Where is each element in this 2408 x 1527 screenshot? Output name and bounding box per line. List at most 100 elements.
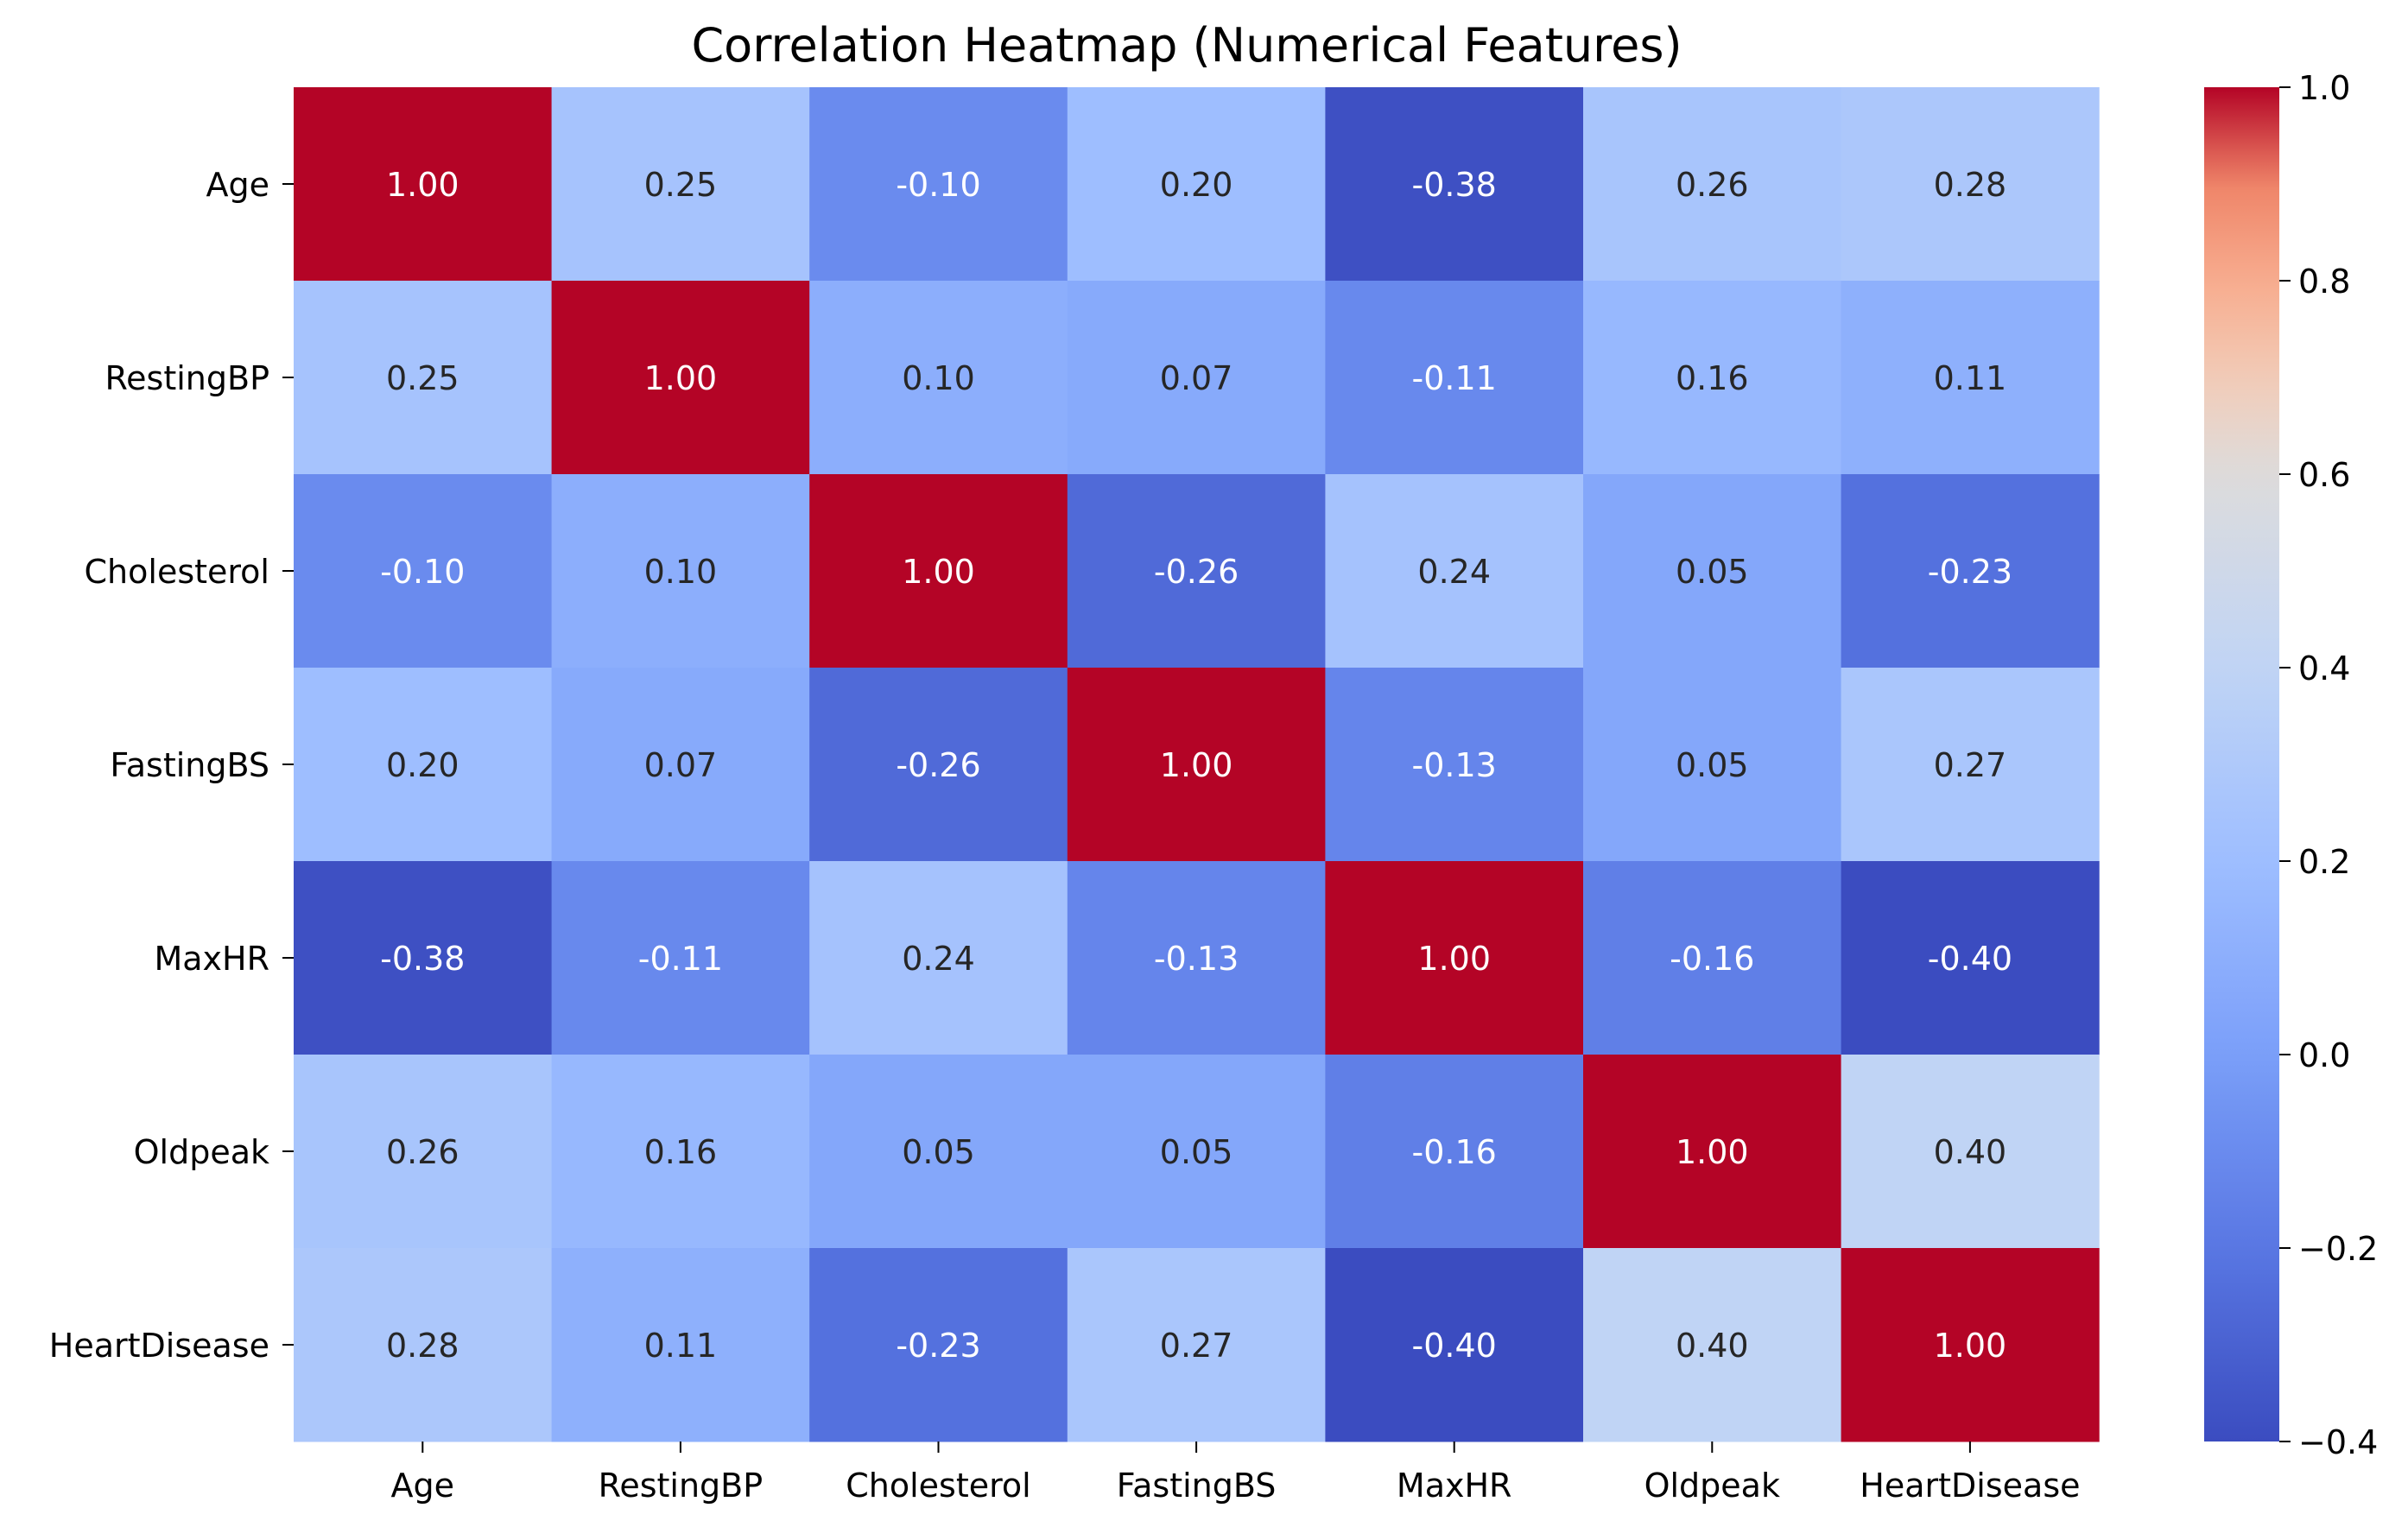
heatmap-cell	[1583, 861, 1842, 1055]
heatmap-cell	[809, 87, 1068, 282]
heatmap-cell	[294, 1055, 553, 1249]
heatmap-cell-value: 0.16	[644, 1133, 718, 1171]
heatmap-cell	[1841, 87, 2100, 282]
heatmap-cell	[1841, 1248, 2100, 1442]
heatmap-cell-value: -0.10	[896, 166, 980, 204]
x-tick-label: Cholesterol	[846, 1467, 1030, 1505]
heatmap-cell	[809, 668, 1068, 862]
heatmap-cell	[809, 474, 1068, 668]
heatmap-cell-value: 0.26	[386, 1133, 459, 1171]
heatmap-cell-value: -0.16	[1670, 940, 1754, 978]
heatmap-cell-value: -0.38	[380, 940, 465, 978]
heatmap-cell-value: 0.11	[644, 1327, 718, 1365]
heatmap-cell-value: 0.20	[386, 746, 459, 784]
heatmap-cell-value: 0.11	[1934, 359, 2007, 397]
heatmap-cell-value: 0.25	[386, 359, 459, 397]
heatmap-cell-value: 0.07	[644, 746, 718, 784]
heatmap-cell	[294, 861, 553, 1055]
heatmap-cell-value: -0.26	[896, 746, 980, 784]
heatmap-cell-value: 0.27	[1160, 1327, 1233, 1365]
y-tick-label: Cholesterol	[85, 553, 269, 591]
heatmap-cell	[1325, 861, 1584, 1055]
heatmap-cell	[1067, 861, 1326, 1055]
heatmap-cell-value: 1.00	[1676, 1133, 1749, 1171]
heatmap-cell-value: -0.26	[1154, 553, 1239, 591]
heatmap-cell	[809, 861, 1068, 1055]
y-tick-label: Age	[206, 166, 270, 204]
chart-title: Correlation Heatmap (Numerical Features)	[691, 18, 1682, 73]
heatmap-cell-value: -0.10	[380, 553, 465, 591]
heatmap-cell-value: -0.11	[638, 940, 723, 978]
heatmap-cell	[551, 1248, 810, 1442]
y-tick-label: Oldpeak	[134, 1133, 269, 1171]
heatmap-cell	[1583, 87, 1842, 282]
heatmap-cell	[294, 1248, 553, 1442]
heatmap-cell	[551, 668, 810, 862]
heatmap-cell	[294, 668, 553, 862]
heatmap-cell-value: -0.23	[896, 1327, 980, 1365]
colorbar-tick-label: −0.2	[2298, 1230, 2378, 1268]
heatmap-cell-value: 0.28	[1934, 166, 2007, 204]
heatmap-cell	[1841, 668, 2100, 862]
heatmap-cell-value: 0.05	[1676, 553, 1749, 591]
heatmap-cell-value: 0.07	[1160, 359, 1233, 397]
heatmap-cell	[1067, 1055, 1326, 1249]
x-tick-label: Oldpeak	[1644, 1467, 1780, 1505]
heatmap-cell	[1325, 1055, 1584, 1249]
heatmap-cell	[551, 1055, 810, 1249]
heatmap-cell	[809, 1248, 1068, 1442]
colorbar-gradient	[2204, 87, 2279, 1441]
heatmap-cell-labels: 1.00 0.25 -0.10 0.20 -0.38 0.26 0.28 0.25 1.00 0.…	[380, 166, 2012, 1365]
heatmap-cell	[294, 281, 553, 475]
y-tick-label: MaxHR	[154, 940, 269, 978]
heatmap-cell-value: 0.24	[902, 940, 975, 978]
heatmap-cell	[1841, 861, 2100, 1055]
heatmap-cell	[1583, 668, 1842, 862]
heatmap-cell	[551, 281, 810, 475]
heatmap-cell-value: 0.05	[902, 1133, 975, 1171]
heatmap-cell-value: 0.26	[1676, 166, 1749, 204]
x-tick-label: RestingBP	[599, 1467, 764, 1505]
heatmap-cell	[1583, 1248, 1842, 1442]
heatmap-cell	[1067, 1248, 1326, 1442]
heatmap-cell-value: 1.00	[902, 553, 975, 591]
heatmap-cell	[294, 474, 553, 668]
heatmap-cell-value: 0.24	[1417, 553, 1491, 591]
heatmap-cell-value: 0.25	[644, 166, 718, 204]
heatmap-cell	[1067, 281, 1326, 475]
heatmap-cell-value: 1.00	[1934, 1327, 2007, 1365]
heatmap-cell	[1841, 474, 2100, 668]
heatmap-cell	[1067, 474, 1326, 668]
heatmap-cell-value: -0.40	[1928, 940, 2012, 978]
colorbar-tick-label: 0.2	[2298, 843, 2350, 881]
heatmap-cell	[1067, 87, 1326, 282]
heatmap-cell-value: -0.16	[1412, 1133, 1497, 1171]
heatmap-cell-value: 0.05	[1676, 746, 1749, 784]
heatmap-cell-value: -0.38	[1412, 166, 1497, 204]
heatmap-cell-value: 1.00	[1417, 940, 1491, 978]
colorbar-ticks: 1.0 0.8 0.6 0.4 0.2 0.0 −0.2 −0.4	[2279, 69, 2378, 1461]
heatmap-cell	[1583, 1055, 1842, 1249]
heatmap-cell-value: 0.10	[644, 553, 718, 591]
heatmap-cell-value: -0.23	[1928, 553, 2012, 591]
heatmap-cell-value: -0.13	[1412, 746, 1497, 784]
heatmap-cell-value: 0.28	[386, 1327, 459, 1365]
heatmap-cell	[1841, 1055, 2100, 1249]
heatmap-cell	[1325, 1248, 1584, 1442]
heatmap-cell-value: 0.05	[1160, 1133, 1233, 1171]
heatmap-cell-value: -0.13	[1154, 940, 1239, 978]
heatmap-cell-value: 0.27	[1934, 746, 2007, 784]
heatmap-cell	[551, 87, 810, 282]
colorbar-tick-label: 0.4	[2298, 649, 2350, 687]
heatmap-cell-value: 0.40	[1676, 1327, 1749, 1365]
y-tick-label: RestingBP	[105, 359, 269, 397]
heatmap-cell-value: 1.00	[386, 166, 459, 204]
heatmap-cell-value: 0.40	[1934, 1133, 2007, 1171]
heatmap-cell-value: 0.10	[902, 359, 975, 397]
y-tick-label: FastingBS	[110, 746, 269, 784]
heatmap-cell-value: 1.00	[644, 359, 718, 397]
heatmap-cell-value: 0.16	[1676, 359, 1749, 397]
heatmap-cell	[294, 87, 553, 282]
heatmap-cell	[1325, 668, 1584, 862]
